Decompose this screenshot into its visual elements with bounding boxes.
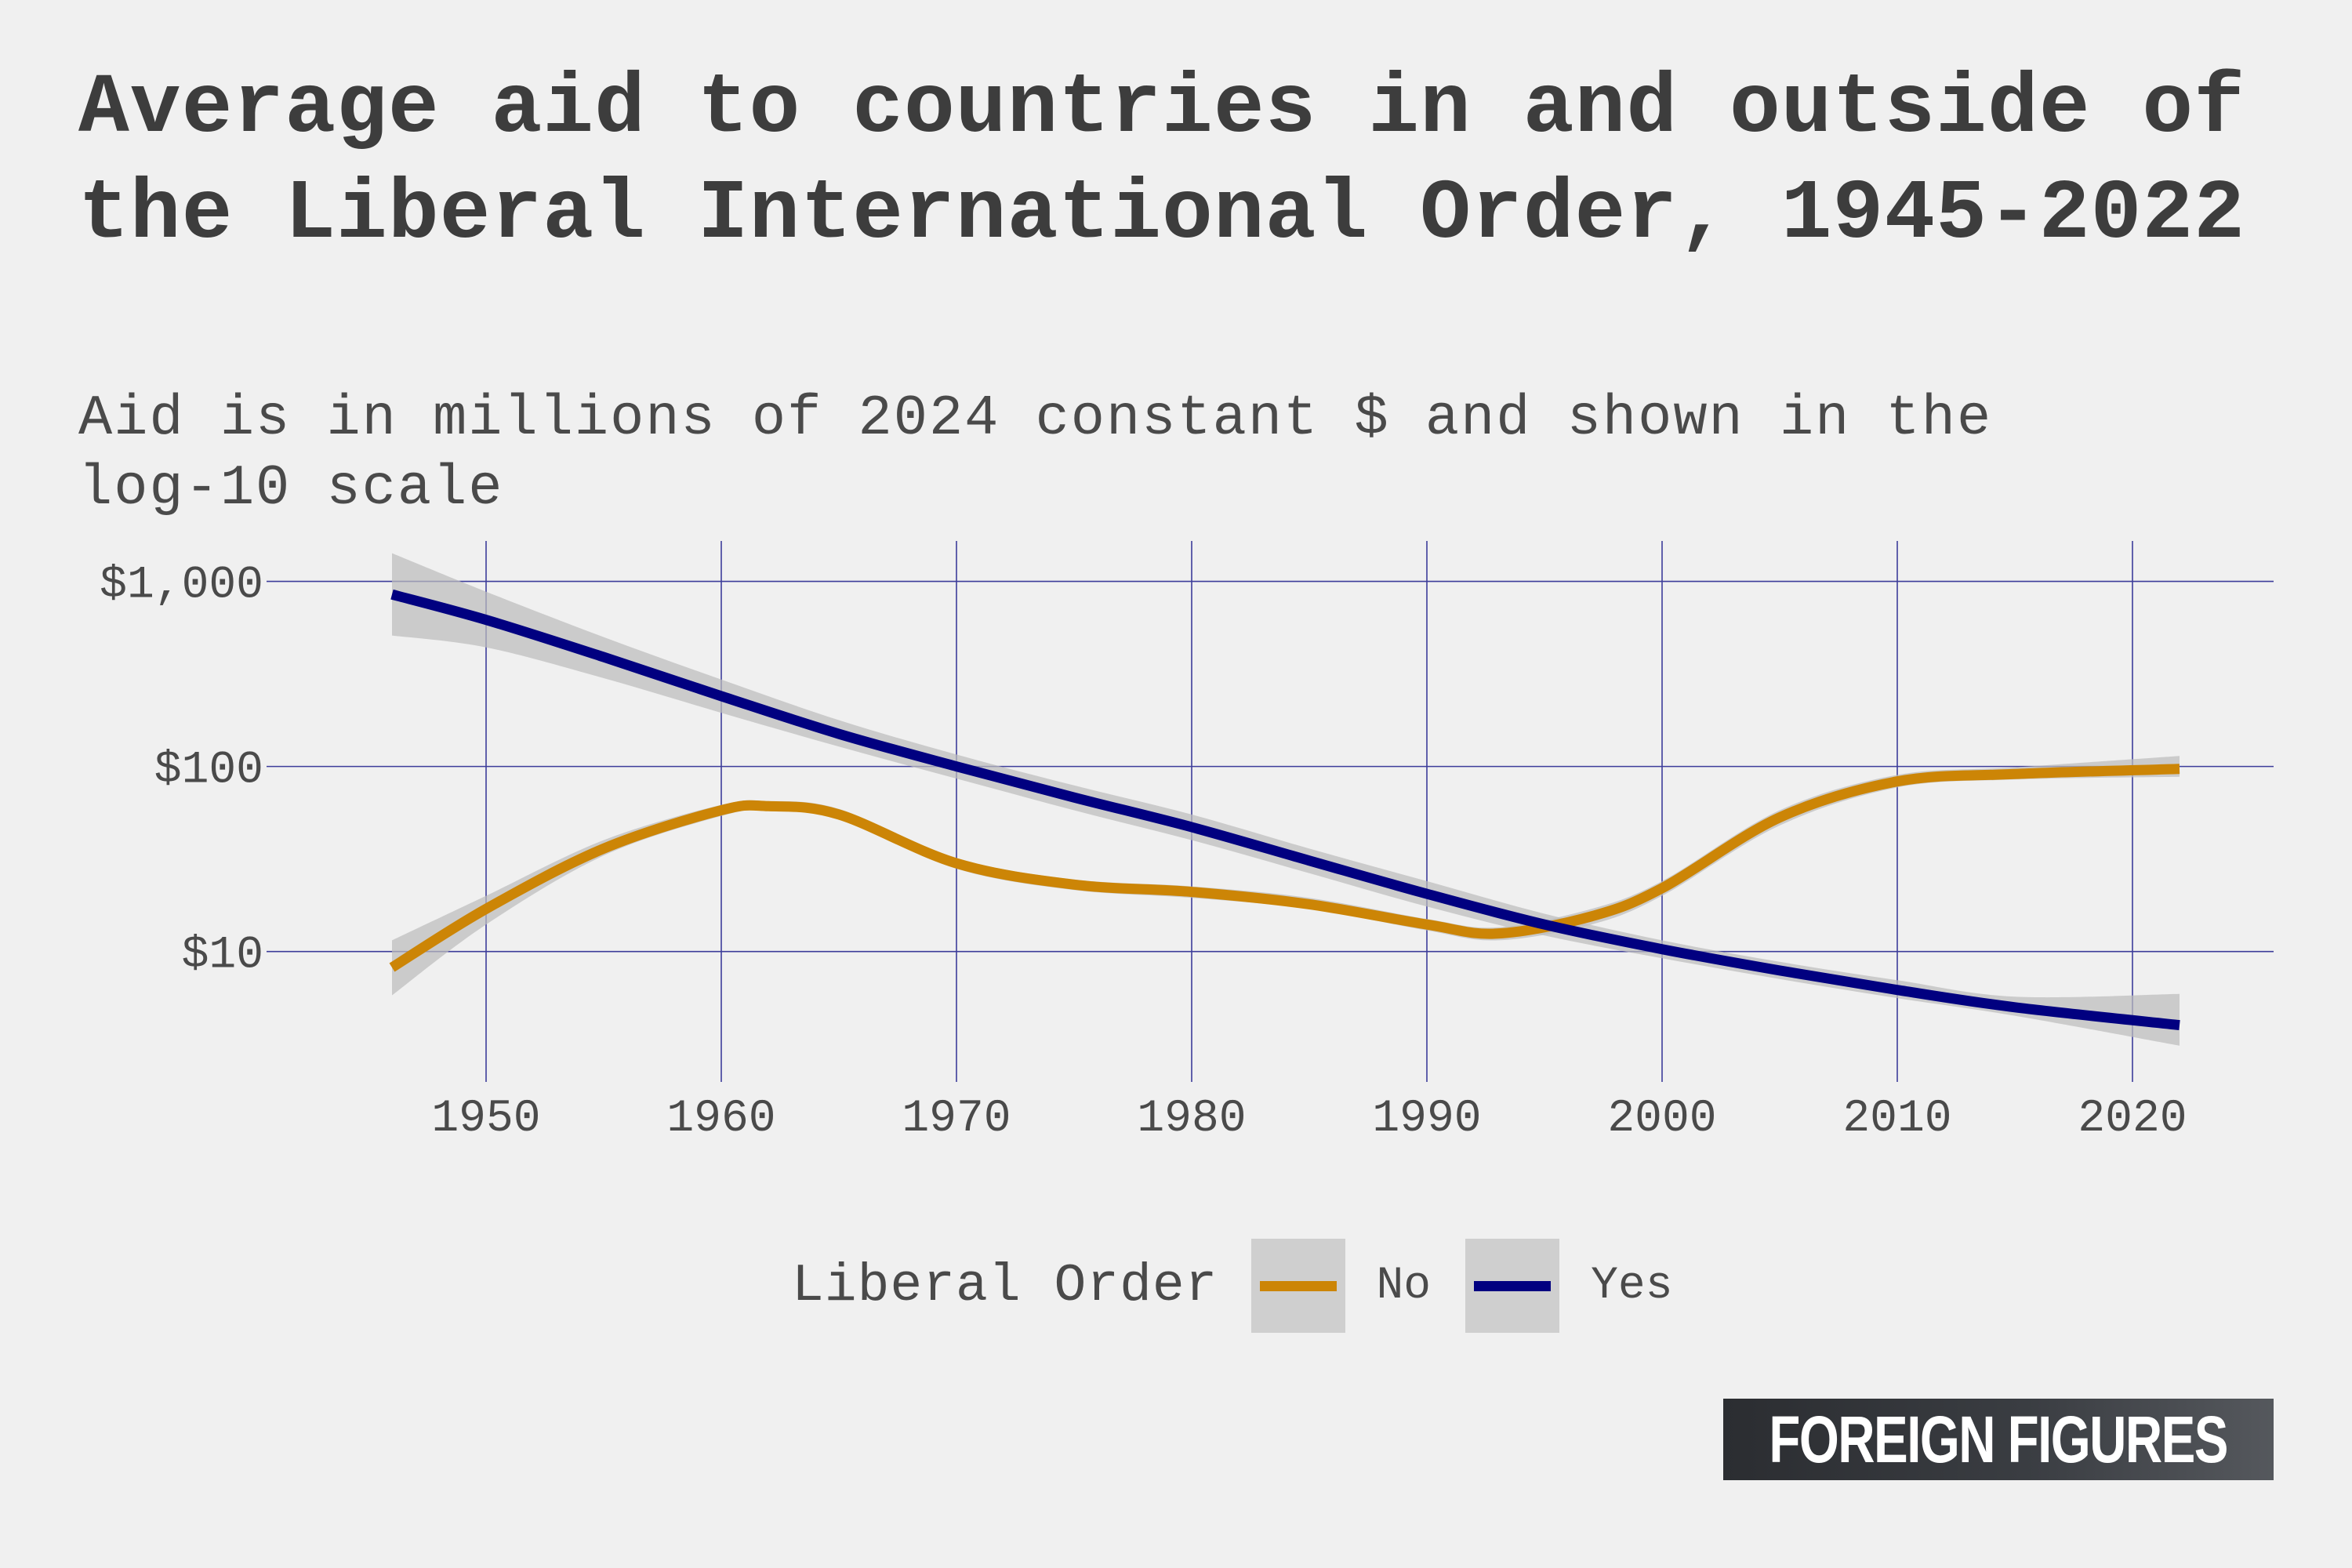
x-tick-label: 2020: [2078, 1094, 2187, 1145]
y-axis-tick-labels: $10 $100 $1,000: [100, 561, 263, 982]
x-tick-label: 2000: [1607, 1094, 1716, 1145]
x-tick-label: 1980: [1137, 1094, 1246, 1145]
y-tick-label: $1,000: [100, 561, 263, 612]
legend-swatch-no: [1259, 1280, 1337, 1291]
legend-label-yes: Yes: [1591, 1260, 1673, 1312]
y-tick-label: $100: [154, 746, 263, 797]
series-line-yes: [390, 589, 2180, 1031]
x-tick-label: 1950: [431, 1094, 540, 1145]
y-gridlines: [267, 580, 2274, 953]
legend-label-no: No: [1376, 1260, 1432, 1312]
legend-title: Liberal Order: [792, 1255, 1218, 1316]
x-tick-label: 2010: [1842, 1094, 1951, 1145]
y-tick-label: $10: [182, 931, 263, 982]
confidence-band-yes: [392, 553, 2180, 1046]
series-line-no: [389, 764, 2180, 972]
x-tick-label: 1960: [666, 1094, 775, 1145]
legend: Liberal Order No Yes: [792, 1239, 1708, 1333]
x-tick-label: 1990: [1372, 1094, 1481, 1145]
series-lines: [389, 589, 2180, 1031]
x-tick-label: 1970: [902, 1094, 1011, 1145]
logo-text: FOREIGN FIGURES: [1769, 1402, 2229, 1476]
foreign-figures-logo: FOREIGN FIGURES: [1723, 1399, 2274, 1480]
chart-subtitle: Aid is in millions of 2024 constant $ an…: [78, 387, 1993, 521]
legend-swatch-yes: [1474, 1280, 1552, 1291]
x-gridlines: [485, 541, 2133, 1082]
confidence-bands: [392, 553, 2180, 1046]
legend-key-no: [1250, 1239, 1345, 1333]
x-axis-tick-labels: 1950 1960 1970 1980 1990 2000 2010 2020: [431, 1094, 2187, 1145]
legend-key-yes: [1465, 1239, 1560, 1333]
line-chart: $10 $100 $1,000 1950 1960 1970 1980 1990 2000 20…: [100, 541, 2274, 1145]
confidence-band-no: [392, 756, 2180, 996]
chart-title: Average aid to countries in and outside …: [78, 61, 2246, 263]
